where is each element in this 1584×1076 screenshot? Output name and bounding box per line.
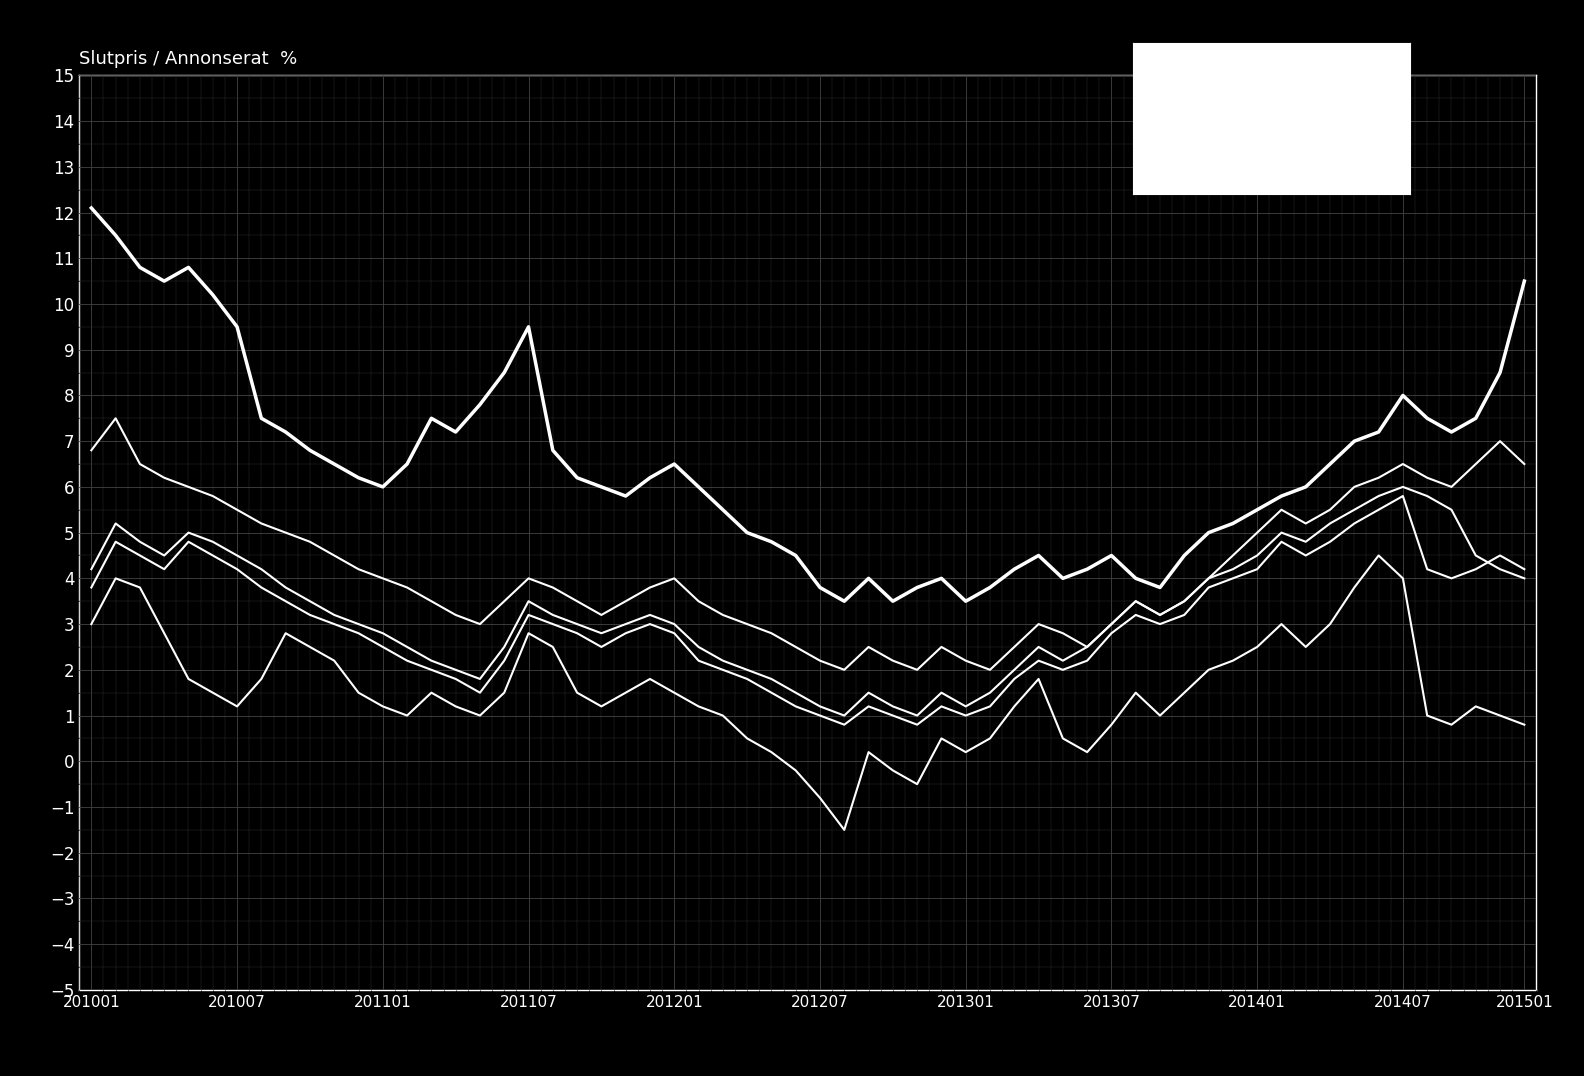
Text: Slutpris / Annonserat  %: Slutpris / Annonserat % xyxy=(79,51,298,68)
